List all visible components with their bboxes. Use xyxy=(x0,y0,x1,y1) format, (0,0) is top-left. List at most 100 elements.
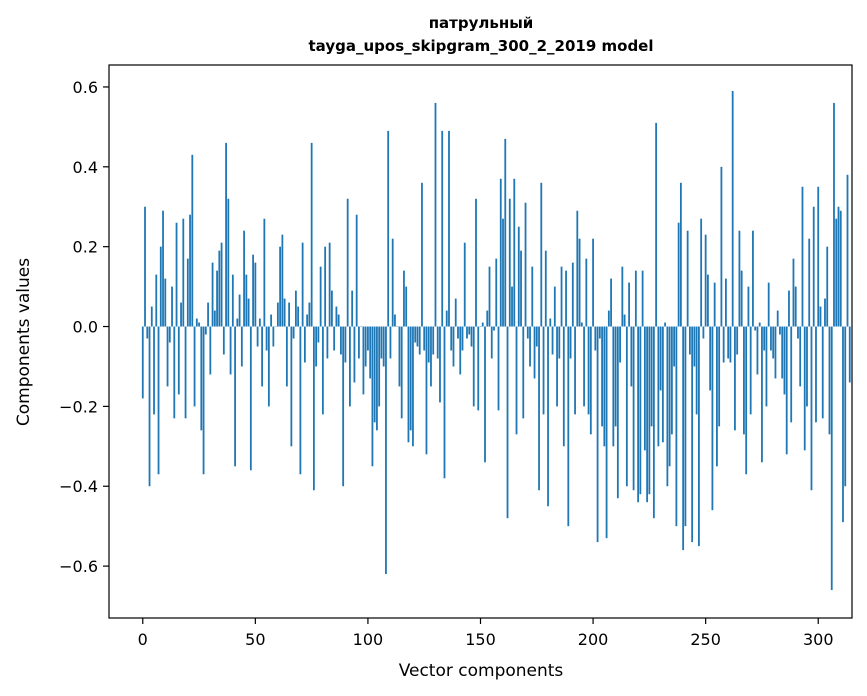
bar-121 xyxy=(414,326,417,343)
bar-73 xyxy=(306,314,309,327)
bar-109 xyxy=(387,130,390,327)
y-tick-label: −0.2 xyxy=(59,397,98,416)
bar-93 xyxy=(351,290,354,327)
bar-221 xyxy=(639,326,642,495)
bar-138 xyxy=(452,326,455,367)
bar-261 xyxy=(729,326,732,363)
bar-194 xyxy=(578,238,581,327)
bar-110 xyxy=(389,326,392,359)
bar-136 xyxy=(448,130,450,327)
bar-74 xyxy=(308,302,311,327)
bar-168 xyxy=(520,250,522,327)
bar-238 xyxy=(677,222,680,327)
bar-170 xyxy=(524,202,527,327)
bar-217 xyxy=(630,326,633,387)
bar-195 xyxy=(580,322,583,327)
bar-190 xyxy=(569,326,572,359)
bar-157 xyxy=(495,258,498,327)
bar-129 xyxy=(432,326,435,355)
bar-4 xyxy=(150,306,153,327)
x-tick-label: 200 xyxy=(578,630,609,649)
bar-27 xyxy=(202,326,205,475)
bar-3 xyxy=(148,326,151,487)
bar-159 xyxy=(499,178,502,327)
bar-120 xyxy=(412,326,414,447)
bar-310 xyxy=(839,210,842,327)
bar-24 xyxy=(195,318,198,327)
bar-293 xyxy=(801,186,804,327)
bar-102 xyxy=(371,326,374,467)
bar-156 xyxy=(493,326,495,331)
bar-312 xyxy=(844,326,847,487)
bar-233 xyxy=(666,326,669,487)
bar-301 xyxy=(819,306,822,327)
bar-21 xyxy=(189,214,191,327)
bar-60 xyxy=(276,302,279,327)
bar-180 xyxy=(547,326,549,507)
bar-161 xyxy=(504,138,507,327)
bar-30 xyxy=(209,326,212,375)
bar-219 xyxy=(634,270,637,327)
bar-111 xyxy=(391,238,394,327)
bar-114 xyxy=(398,326,401,387)
bar-77 xyxy=(315,326,318,367)
bar-295 xyxy=(806,326,808,407)
bar-16 xyxy=(177,326,180,395)
bar-54 xyxy=(263,218,266,327)
bar-272 xyxy=(754,326,757,331)
bar-132 xyxy=(439,326,441,403)
bar-266 xyxy=(740,270,743,327)
bar-86 xyxy=(335,306,338,327)
bar-260 xyxy=(727,326,730,359)
bar-25 xyxy=(198,322,200,327)
bar-68 xyxy=(294,290,297,327)
bar-158 xyxy=(497,326,500,411)
bar-314 xyxy=(848,326,851,383)
bar-44 xyxy=(240,326,243,367)
bar-146 xyxy=(470,326,473,347)
bar-8 xyxy=(159,246,162,327)
bar-281 xyxy=(774,326,777,379)
x-tick-label: 0 xyxy=(138,630,148,649)
bar-252 xyxy=(709,326,712,391)
bar-82 xyxy=(326,326,329,359)
bar-268 xyxy=(745,326,748,475)
bar-189 xyxy=(567,326,570,527)
bar-124 xyxy=(421,182,423,327)
bar-46 xyxy=(245,274,248,327)
bar-224 xyxy=(646,326,649,503)
bar-264 xyxy=(736,326,739,355)
bar-32 xyxy=(213,310,216,327)
bar-133 xyxy=(441,130,444,327)
bar-305 xyxy=(828,326,831,435)
bar-130 xyxy=(434,102,437,327)
bar-300 xyxy=(817,186,820,327)
bar-53 xyxy=(261,326,263,387)
x-axis-ticks: 0 50 100 150 200 250 300 xyxy=(138,618,834,649)
x-axis-label: Vector components xyxy=(399,661,564,681)
bar-78 xyxy=(317,326,320,343)
bar-299 xyxy=(815,326,817,423)
bar-76 xyxy=(312,326,315,491)
bar-52 xyxy=(258,318,261,327)
bar-288 xyxy=(790,326,793,423)
y-tick-label: −0.6 xyxy=(59,557,98,576)
bar-279 xyxy=(770,326,772,351)
bar-183 xyxy=(553,286,556,327)
bar-313 xyxy=(846,174,849,327)
bar-177 xyxy=(540,182,543,327)
bar-105 xyxy=(378,326,381,407)
bar-178 xyxy=(542,326,545,415)
bar-164 xyxy=(511,286,513,327)
bar-234 xyxy=(668,326,671,467)
bar-98 xyxy=(362,326,365,395)
bar-140 xyxy=(457,326,459,339)
bar-127 xyxy=(427,326,430,363)
bar-270 xyxy=(749,326,752,415)
y-axis-ticks: −0.6 −0.4 −0.2 0.0 0.2 0.4 0.6 xyxy=(59,78,109,576)
bar-274 xyxy=(758,322,761,327)
bar-36 xyxy=(222,326,225,355)
bar-275 xyxy=(761,326,763,463)
bar-17 xyxy=(180,302,182,327)
bar-229 xyxy=(657,326,660,447)
